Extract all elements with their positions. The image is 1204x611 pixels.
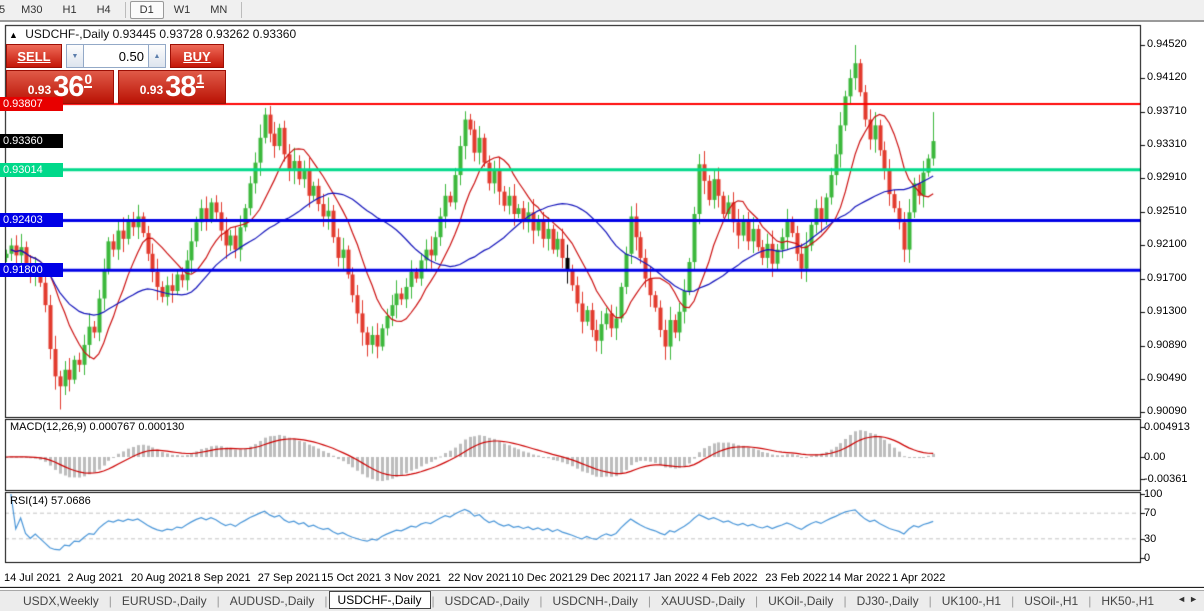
price-level-badge: 0.91800 [0, 263, 63, 278]
chevron-up-icon: ▲ [153, 52, 161, 60]
price-axis-tick: 0.92910 [1147, 171, 1187, 184]
tab-eurusd-daily[interactable]: EURUSD-,Daily [121, 594, 207, 608]
symbol-tab-bar: USDX,Weekly | EURUSD-,Daily | AUDUSD-,Daily |… [0, 590, 1204, 611]
date-axis-label: 4 Feb 2022 [701, 572, 758, 584]
tab-usdchf-daily[interactable]: USDCHF-,Daily [328, 591, 431, 609]
price-axis-tick: 0.90890 [1147, 338, 1187, 351]
tab-scroll-right-icon[interactable]: ► [1189, 594, 1201, 604]
date-axis-label: 8 Sep 2021 [194, 572, 251, 584]
date-axis-label: 10 Dec 2021 [511, 572, 574, 584]
date-axis-label: 15 Oct 2021 [321, 572, 382, 584]
date-axis-label: 3 Nov 2021 [384, 572, 441, 584]
tab-separator: | [431, 594, 435, 608]
date-axis-label: 2 Aug 2021 [67, 572, 124, 584]
tab-separator: | [928, 594, 932, 608]
macd-indicator-label: MACD(12,26,9) 0.000767 0.000130 [10, 421, 185, 433]
rsi-axis-tick: 70 [1144, 507, 1157, 520]
volume-decrease-button[interactable]: ▼ [66, 44, 84, 68]
buy-button[interactable]: BUY [170, 44, 224, 68]
volume-increase-button[interactable]: ▲ [148, 44, 166, 68]
bid-price-sup: 0 [84, 71, 93, 88]
price-level-badge: 0.93807 [0, 97, 63, 112]
collapse-icon[interactable]: ▲ [9, 30, 18, 40]
price-level-badge: 0.93360 [0, 134, 63, 149]
price-axis-tick: 0.90490 [1147, 371, 1187, 384]
price-axis-tick: 0.94120 [1147, 71, 1187, 84]
price-axis-tick: 0.90090 [1147, 405, 1187, 417]
tab-usoil-h1[interactable]: USOil-,H1 [1024, 594, 1079, 608]
ask-price-sup: 1 [196, 71, 205, 88]
timeframe-toolbar: 5 M30 H1 H4 D1 W1 MN [0, 0, 1204, 22]
timeframe-button-h1[interactable]: H1 [62, 4, 77, 16]
tab-separator: | [1088, 594, 1092, 608]
timeframe-button-h4[interactable]: H4 [96, 4, 111, 16]
tab-separator: | [539, 594, 543, 608]
tab-scroll-left-icon[interactable]: ◄ [1177, 594, 1190, 604]
date-axis-label: 22 Nov 2021 [448, 572, 511, 584]
timeframe-button-w1[interactable]: W1 [173, 4, 191, 16]
price-axis-tick: 0.91300 [1147, 304, 1187, 317]
tab-separator: | [647, 594, 651, 608]
bid-price-prefix: 0.93 [27, 83, 52, 97]
chart-ohlc-values: 0.93445 0.93728 0.93262 0.93360 [112, 27, 297, 41]
toolbar-separator [124, 2, 126, 18]
tab-separator: | [754, 594, 759, 608]
chart-canvas[interactable] [0, 22, 1204, 588]
tab-usdcnh-daily[interactable]: USDCNH-,Daily [552, 594, 638, 608]
toolbar-separator [241, 2, 243, 18]
rsi-axis-tick: 30 [1144, 532, 1157, 545]
tab-separator: | [843, 594, 847, 608]
date-axis-label: 1 Apr 2022 [892, 572, 946, 584]
price-level-badge: 0.92403 [0, 213, 63, 228]
sell-button[interactable]: SELL [6, 44, 62, 68]
ask-price-big: 38 [165, 71, 196, 103]
tab-separator: | [216, 594, 220, 608]
tab-xauusd-daily[interactable]: XAUUSD-,Daily [660, 594, 745, 608]
chart-title-row: ▲ USDCHF-,Daily 0.93445 0.93728 0.93262 … [9, 27, 296, 41]
tab-ukoil-daily[interactable]: UKOil-,Daily [768, 594, 834, 608]
chart-symbol-period: USDCHF-,Daily [25, 27, 110, 41]
macd-axis-tick: 0.00 [1144, 451, 1166, 463]
price-level-badge: 0.93014 [0, 162, 63, 177]
date-axis-label: 14 Mar 2022 [828, 572, 891, 584]
tab-uk100-h1[interactable]: UK100-,H1 [941, 594, 1002, 608]
tab-separator: | [324, 594, 328, 608]
price-axis-tick: 0.92510 [1147, 204, 1187, 217]
price-axis-tick: 0.94520 [1147, 38, 1187, 50]
date-axis-label: 29 Dec 2021 [574, 572, 638, 584]
price-axis-tick: 0.92100 [1147, 238, 1187, 251]
tab-dj30-daily[interactable]: DJ30-,Daily [856, 594, 919, 608]
tab-audusd-daily[interactable]: AUDUSD-,Daily [229, 594, 315, 608]
price-axis-tick: 0.91700 [1147, 271, 1187, 284]
rsi-indicator-label: RSI(14) 57.0686 [10, 495, 91, 507]
ask-price-display: 0.93 38 1 [118, 70, 226, 104]
tab-usdx-weekly[interactable]: USDX,Weekly [23, 594, 99, 608]
date-axis-label: 23 Feb 2022 [765, 572, 828, 584]
rsi-axis-tick: 0 [1144, 552, 1151, 564]
tab-separator: | [1011, 594, 1015, 608]
timeframe-button-d1[interactable]: D1 [129, 1, 164, 19]
timeframe-button-mn[interactable]: MN [210, 4, 228, 16]
rsi-axis-tick: 100 [1144, 488, 1163, 500]
timeframe-button-5[interactable]: 5 [0, 4, 6, 16]
date-axis-label: 14 Jul 2021 [4, 572, 61, 584]
bid-price-big: 36 [53, 71, 84, 103]
macd-axis-tick: -0.00361 [1144, 473, 1188, 485]
tab-hk50-h1[interactable]: HK50-,H1 [1101, 594, 1155, 608]
date-axis-label: 20 Aug 2021 [130, 572, 193, 584]
tab-usdcad-daily[interactable]: USDCAD-,Daily [444, 594, 530, 608]
timeframe-button-m30[interactable]: M30 [21, 4, 43, 16]
price-axis-tick: 0.93310 [1147, 138, 1187, 151]
price-axis-tick: 0.93710 [1147, 105, 1187, 118]
date-axis-label: 27 Sep 2021 [257, 572, 321, 584]
ask-price-prefix: 0.93 [139, 83, 164, 97]
tab-separator: | [108, 594, 112, 608]
chevron-down-icon: ▼ [71, 52, 79, 60]
volume-input[interactable] [84, 44, 148, 68]
date-axis-label: 17 Jan 2022 [638, 572, 699, 584]
one-click-trade-widget: SELL ▼ ▲ BUY 0.93 36 0 0.93 38 1 [6, 44, 226, 104]
macd-axis-tick: 0.004913 [1144, 421, 1190, 433]
